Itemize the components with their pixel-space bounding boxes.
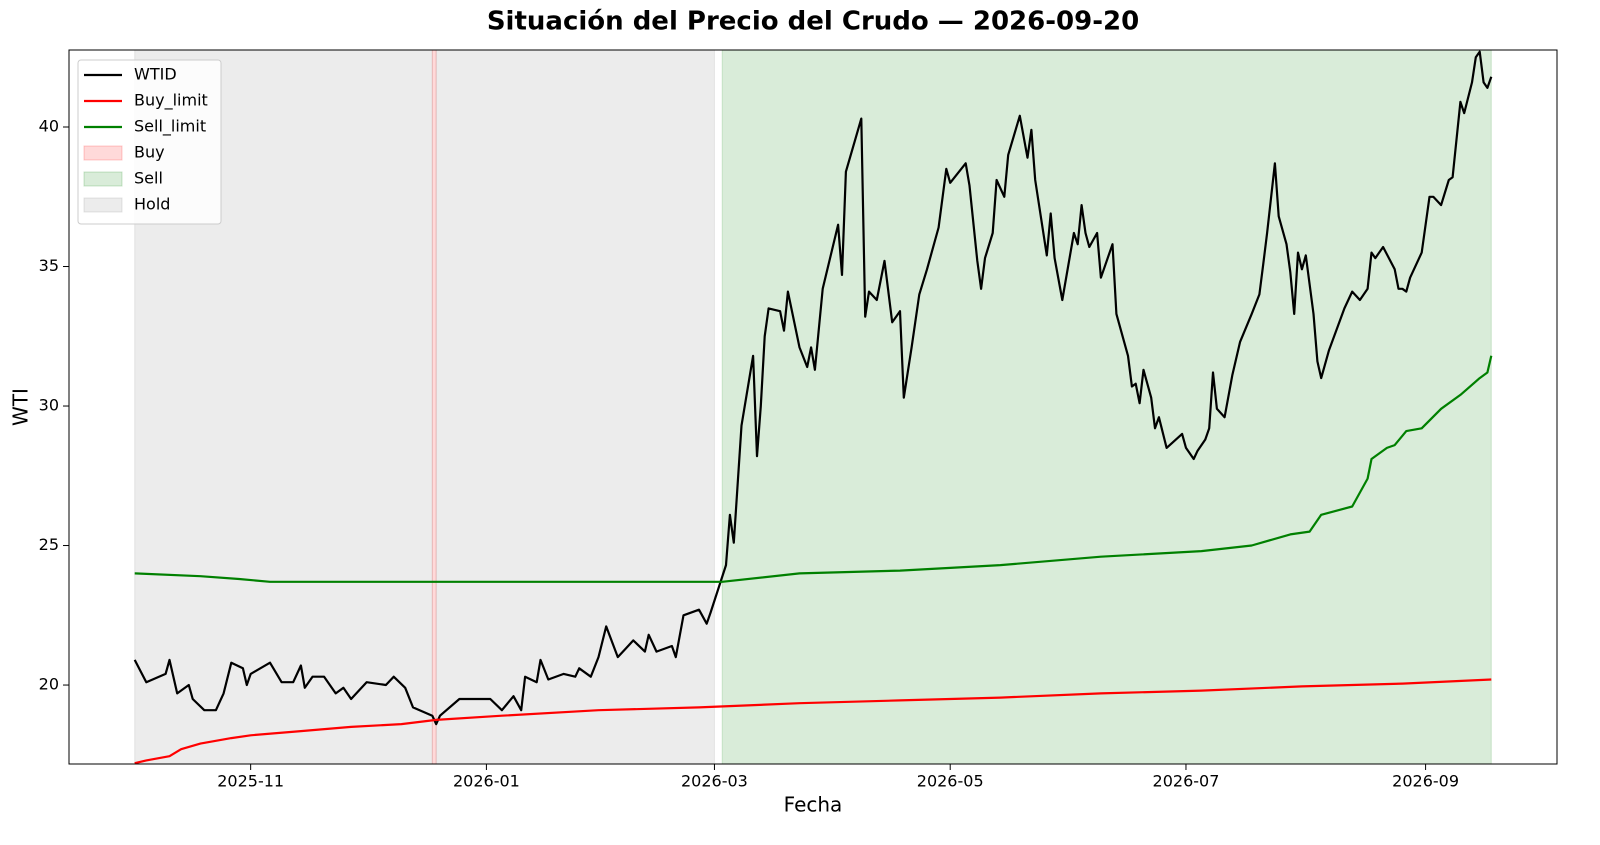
- series-line: [134, 678, 1492, 764]
- y-tick-label: 40: [39, 117, 59, 136]
- legend-swatch: [83, 197, 123, 213]
- legend-label: Sell_limit: [134, 117, 206, 137]
- x-tick-label: 2025-11: [217, 772, 284, 791]
- legend-swatch: [83, 145, 123, 161]
- chart-title: Situación del Precio del Crudo — 2026-09…: [487, 7, 1139, 37]
- y-axis-label: WTI: [9, 388, 33, 426]
- y-tick-label: 25: [39, 535, 59, 554]
- legend-label: WTID: [134, 65, 177, 84]
- series-line: [134, 355, 1493, 583]
- plot-area: [133, 50, 1493, 764]
- x-axis-label: Fecha: [784, 793, 843, 817]
- legend-swatch: [83, 171, 123, 187]
- x-tick-label: 2026-05: [917, 772, 984, 791]
- legend-label: Sell: [134, 169, 163, 188]
- x-tick-label: 2026-01: [453, 772, 520, 791]
- x-tick-label: 2026-07: [1153, 772, 1220, 791]
- x-tick-label: 2026-03: [681, 772, 748, 791]
- x-tick-label: 2026-09: [1392, 772, 1459, 791]
- plot-frame: [68, 49, 1558, 765]
- legend-label: Buy_limit: [134, 91, 208, 111]
- y-tick-label: 20: [39, 675, 59, 694]
- span-region: [431, 50, 437, 764]
- legend-label: Hold: [134, 195, 170, 214]
- legend: WTID Buy_limit Sell_limit Buy Sell Hold: [77, 59, 222, 225]
- series-line: [133, 50, 1493, 726]
- span-region: [435, 50, 715, 764]
- span-region: [721, 50, 1492, 764]
- y-tick-label: 35: [39, 256, 59, 275]
- legend-label: Buy: [134, 143, 165, 162]
- y-tick-label: 30: [39, 396, 59, 415]
